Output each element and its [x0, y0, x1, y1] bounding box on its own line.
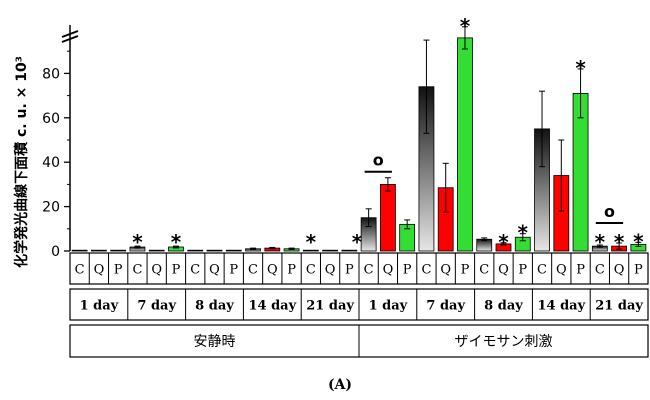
series-letter: P: [345, 263, 354, 278]
series-letter: P: [172, 263, 181, 278]
significance-star: *: [352, 230, 363, 254]
day-label: 21 day: [595, 299, 643, 314]
significance-star: *: [614, 230, 625, 254]
series-letter: Q: [94, 263, 105, 278]
bar-C: [302, 249, 319, 252]
series-letter: P: [229, 263, 238, 278]
significance-star: *: [633, 229, 644, 253]
bar-Q: [148, 249, 165, 252]
series-letter: C: [190, 263, 200, 278]
series-letter: P: [114, 263, 123, 278]
day-label: 8 day: [484, 299, 523, 314]
significance-star: *: [132, 230, 143, 254]
series-letter: C: [421, 263, 431, 278]
comparison-circle: o: [373, 151, 384, 170]
series-letter: C: [364, 263, 374, 278]
y-tick-label: 60: [42, 111, 60, 127]
series-letter: P: [634, 263, 643, 278]
bar-Q: [379, 183, 396, 252]
series-letter: P: [461, 263, 470, 278]
day-label: 7 day: [426, 299, 465, 314]
y-axis: 0 20 40 60 80: [42, 25, 79, 260]
day-label: 1 day: [80, 299, 119, 314]
axis-break-mark: [61, 35, 79, 43]
series-letter: Q: [209, 263, 220, 278]
significance-star: *: [595, 230, 606, 254]
y-tick-label: 40: [42, 155, 60, 171]
series-letter: C: [595, 263, 605, 278]
bar-P: [225, 249, 242, 252]
day-label: 1 day: [369, 299, 408, 314]
figure-caption: (A): [328, 377, 352, 393]
series-letter: C: [537, 263, 547, 278]
category-table: C Q P C Q P C Q P C Q P C Q P C Q P C Q P C Q P C Q P C Q P1 day 7 day…: [69, 252, 649, 358]
series-letter: P: [287, 263, 296, 278]
day-label: 8 day: [195, 299, 234, 314]
bar-Q: [206, 249, 223, 252]
bar-P: [457, 37, 473, 252]
condition-label: ザイモサン刺激: [455, 333, 553, 350]
series-letter: C: [248, 263, 258, 278]
bars: [71, 26, 647, 252]
significance-star: *: [575, 56, 586, 80]
axis-break-mark: [61, 30, 79, 38]
series-letter: Q: [151, 263, 162, 278]
bar-Q: [322, 249, 339, 252]
condition-label: 安静時: [194, 334, 236, 350]
y-tick-label: 0: [51, 244, 60, 260]
bar-P: [341, 249, 358, 252]
comparison-circle: o: [604, 202, 615, 221]
series-letter: Q: [267, 263, 278, 278]
significance-star: *: [498, 230, 509, 254]
day-label: 21 day: [306, 299, 354, 314]
series-letter: P: [576, 263, 585, 278]
day-label: 14 day: [248, 299, 296, 314]
bar-C: [187, 249, 204, 252]
series-letter: Q: [383, 263, 394, 278]
bar-C: [71, 249, 88, 252]
day-label: 14 day: [537, 299, 585, 314]
series-letter: P: [403, 263, 412, 278]
bar-P: [110, 249, 127, 252]
series-letter: Q: [440, 263, 451, 278]
series-letter: C: [132, 263, 142, 278]
y-tick-label: 80: [42, 66, 60, 82]
series-letter: C: [306, 263, 316, 278]
y-tick-label: 20: [42, 200, 60, 216]
y-axis-label: 化学発光曲線下面積 c. u. × 10³: [13, 56, 30, 268]
series-letter: C: [479, 263, 489, 278]
series-letter: C: [75, 263, 85, 278]
series-letter: Q: [556, 263, 567, 278]
significance-star: *: [171, 230, 182, 254]
bar-Q: [91, 249, 107, 252]
series-letter: Q: [325, 263, 336, 278]
series-letter: P: [518, 263, 527, 278]
significance-star: *: [460, 14, 471, 38]
series-letter: Q: [498, 263, 509, 278]
day-label: 7 day: [137, 299, 176, 314]
series-letter: Q: [614, 263, 625, 278]
significance-star: *: [306, 230, 317, 254]
annotations: * * * * o * * * * * * * o: [132, 14, 644, 254]
significance-star: *: [518, 221, 529, 245]
